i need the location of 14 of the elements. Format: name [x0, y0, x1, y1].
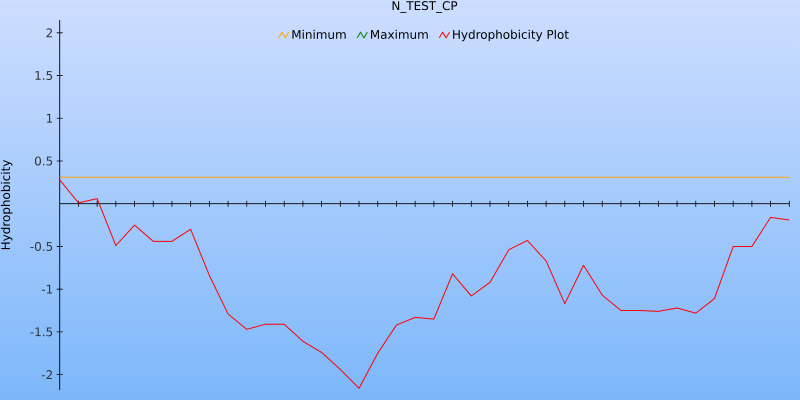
y-tick-label: -0.5	[30, 242, 52, 251]
legend-label: Hydrophobicity Plot	[453, 30, 569, 42]
y-axis-title: Hydrophobicity	[0, 160, 12, 250]
legend-label: Maximum	[371, 30, 428, 39]
y-tick-label: 2	[46, 28, 52, 38]
y-tick-label: -1.5	[30, 327, 52, 336]
y-tick-label: 0.5	[34, 156, 52, 166]
y-tick-label: -1	[42, 284, 52, 294]
legend-label: Minimum	[292, 30, 346, 39]
y-tick-label: -2	[42, 370, 52, 380]
chart-title: N_TEST_CP	[392, 1, 458, 13]
y-tick-label: 1	[46, 114, 52, 123]
y-tick-label: 1.5	[35, 71, 52, 80]
line-series	[60, 179, 790, 389]
